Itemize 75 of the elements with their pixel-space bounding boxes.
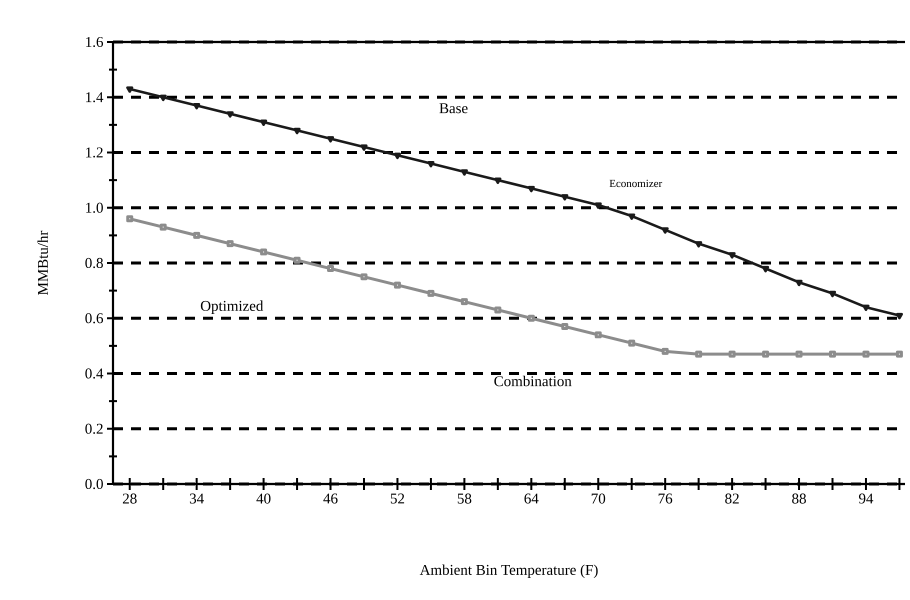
- point: [360, 273, 368, 280]
- point: [561, 323, 568, 330]
- point: [628, 340, 636, 347]
- point: [528, 186, 535, 192]
- point: [427, 290, 434, 297]
- x-tick-label: 64: [524, 494, 539, 504]
- point: [460, 169, 468, 176]
- point: [394, 282, 401, 289]
- point: [662, 348, 669, 355]
- point: [126, 215, 134, 222]
- y-tick-label: 0.2: [85, 424, 103, 434]
- point: [796, 280, 803, 286]
- x-tick-label: 40: [256, 494, 270, 504]
- point: [126, 86, 134, 93]
- x-tick-label: 82: [725, 494, 739, 504]
- point: [226, 111, 234, 118]
- point: [728, 252, 736, 259]
- point: [896, 312, 903, 320]
- point: [294, 256, 301, 264]
- point: [628, 213, 636, 220]
- y-tick-label: 1.2: [86, 147, 103, 158]
- point: [594, 202, 602, 209]
- y-tick-label: 0.0: [85, 478, 103, 490]
- x-tick-label: 28: [122, 494, 137, 504]
- x-tick-label: 70: [592, 494, 606, 504]
- point: [728, 350, 736, 358]
- annotation: Combination: [494, 376, 572, 386]
- point: [695, 241, 702, 248]
- point: [160, 94, 167, 102]
- point: [193, 102, 200, 110]
- y-tick-label: 0.8: [85, 258, 103, 268]
- y-tick-label: 1.0: [86, 202, 103, 213]
- point: [160, 224, 167, 231]
- point: [862, 304, 870, 312]
- x-tick-label: 76: [658, 494, 672, 504]
- point: [862, 350, 870, 358]
- point: [494, 178, 502, 184]
- point: [896, 350, 903, 358]
- point: [828, 290, 836, 298]
- point: [494, 306, 502, 314]
- point: [394, 152, 401, 160]
- y-tick-label: 1.4: [86, 92, 104, 102]
- point: [326, 136, 334, 143]
- x-tick-label: 88: [792, 494, 806, 504]
- x-tick-label: 52: [390, 494, 404, 504]
- point: [662, 227, 669, 234]
- annotation: Economizer: [610, 180, 662, 188]
- point: [294, 128, 301, 134]
- point: [260, 120, 268, 126]
- point: [327, 265, 334, 272]
- point: [528, 314, 535, 322]
- point: [226, 240, 234, 248]
- x-tick-label: 46: [323, 494, 338, 504]
- point: [829, 350, 836, 358]
- point: [561, 194, 568, 201]
- x-tick-label: 94: [858, 494, 874, 504]
- y-tick-label: 0.4: [85, 368, 104, 379]
- x-tick-label: 34: [190, 494, 204, 504]
- point: [762, 350, 770, 358]
- point: [260, 248, 268, 256]
- x-axis-title: Ambient Bin Temperature (F): [420, 564, 598, 578]
- x-tick-label: 58: [458, 494, 472, 504]
- point: [360, 144, 368, 151]
- point: [796, 350, 803, 358]
- point: [427, 160, 434, 168]
- annotation: Optimized: [200, 300, 264, 314]
- point: [594, 331, 602, 338]
- annotation: Base: [439, 103, 468, 114]
- point: [762, 266, 770, 272]
- point: [695, 350, 702, 358]
- y-axis-title: MMBtu/hr: [37, 230, 48, 295]
- y-tick-label: 1.6: [86, 36, 104, 48]
- point: [460, 298, 468, 306]
- y-tick-label: 0.6: [85, 313, 104, 324]
- point: [193, 232, 200, 239]
